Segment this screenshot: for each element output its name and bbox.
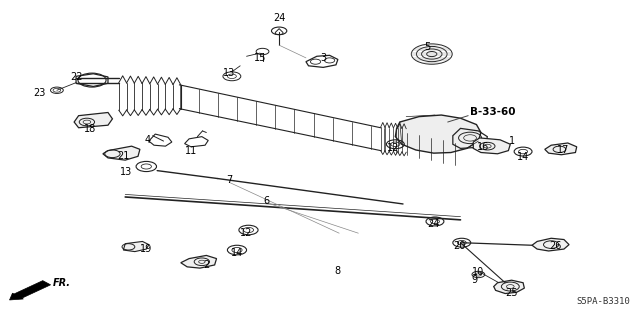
Text: 23: 23 bbox=[33, 88, 45, 98]
Text: B-33-60: B-33-60 bbox=[470, 108, 516, 117]
Polygon shape bbox=[180, 256, 216, 268]
Polygon shape bbox=[396, 115, 481, 153]
Text: 10: 10 bbox=[472, 267, 484, 277]
Text: 15: 15 bbox=[254, 53, 266, 63]
Text: 21: 21 bbox=[117, 151, 129, 161]
Text: 3: 3 bbox=[320, 53, 326, 63]
Text: 19: 19 bbox=[140, 244, 152, 254]
Text: 9: 9 bbox=[472, 275, 477, 285]
Text: S5PA-B3310: S5PA-B3310 bbox=[576, 297, 630, 306]
Text: 26: 26 bbox=[549, 241, 561, 251]
Text: FR.: FR. bbox=[53, 278, 71, 288]
Text: 2: 2 bbox=[204, 260, 209, 270]
Text: 25: 25 bbox=[506, 288, 518, 298]
Polygon shape bbox=[545, 143, 577, 155]
Text: 7: 7 bbox=[226, 175, 232, 185]
Text: 22: 22 bbox=[70, 72, 83, 82]
Text: 16: 16 bbox=[477, 142, 490, 152]
Polygon shape bbox=[74, 113, 113, 128]
Text: 14: 14 bbox=[231, 248, 243, 258]
Text: 12: 12 bbox=[387, 143, 399, 153]
Text: 13: 13 bbox=[120, 167, 132, 177]
Text: 8: 8 bbox=[335, 266, 341, 276]
Polygon shape bbox=[532, 238, 569, 251]
Text: 6: 6 bbox=[263, 197, 269, 206]
Text: 17: 17 bbox=[557, 145, 569, 155]
Text: 4: 4 bbox=[145, 136, 150, 145]
Text: 12: 12 bbox=[241, 227, 253, 238]
FancyArrow shape bbox=[10, 281, 51, 300]
Text: 5: 5 bbox=[424, 42, 431, 52]
Text: 18: 18 bbox=[84, 124, 96, 134]
Polygon shape bbox=[103, 146, 140, 160]
Polygon shape bbox=[493, 280, 524, 293]
Polygon shape bbox=[124, 241, 149, 252]
Text: 20: 20 bbox=[453, 241, 465, 251]
Text: 11: 11 bbox=[185, 145, 197, 156]
Text: 1: 1 bbox=[509, 136, 515, 146]
Polygon shape bbox=[473, 138, 510, 154]
Text: 24: 24 bbox=[428, 219, 440, 229]
Text: 13: 13 bbox=[223, 68, 236, 78]
Text: 24: 24 bbox=[273, 13, 285, 23]
Text: 14: 14 bbox=[517, 152, 529, 162]
